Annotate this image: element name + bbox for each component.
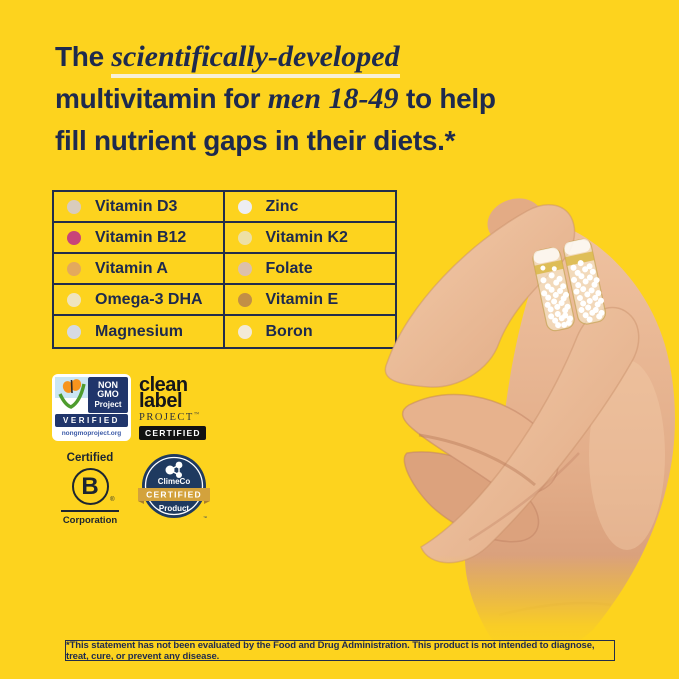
nutrient-label: Omega-3 DHA	[95, 290, 203, 308]
nutrient-cell: Vitamin K2	[224, 223, 395, 254]
headline-line1-italic: scientifically-developed	[111, 40, 400, 78]
capsule-icon	[532, 238, 607, 332]
headline-line-2: multivitamin for men 18-49 to help	[55, 78, 496, 120]
climeco-badge: ClimeCo CERTIFIED Product ™	[138, 454, 210, 520]
nutrient-dot	[67, 324, 81, 339]
nutrient-label: Folate	[265, 259, 313, 277]
clean-label-word2: label	[139, 390, 183, 412]
nutrient-label: Magnesium	[95, 322, 184, 340]
non-gmo-badge: NON GMO Project VERIFIED nongmoproject.o…	[52, 374, 131, 441]
headline-line-1: The scientifically-developed	[55, 36, 496, 78]
nutrient-cell: Folate	[224, 254, 395, 285]
climeco-tm: ™	[203, 515, 207, 520]
non-gmo-word3: Project	[94, 399, 122, 409]
nutrient-cell: Vitamin A	[54, 254, 225, 285]
nutrient-cell: Boron	[225, 316, 396, 347]
climeco-certified: CERTIFIED	[146, 490, 202, 500]
headline-line-3: fill nutrient gaps in their diets.*	[55, 125, 456, 156]
headline-line2-text: multivitamin for	[55, 83, 268, 114]
footer-disclaimer: *This statement has not been evaluated b…	[65, 640, 615, 662]
clean-label-badge: clean label PROJECT™ CERTIFIED	[139, 374, 213, 441]
headline-line2-italic: men 18-49	[267, 82, 399, 115]
b-corp-circle-icon: B ®	[71, 468, 115, 505]
nutrient-dot	[237, 230, 252, 245]
hand-illustration	[349, 198, 679, 650]
thumb	[420, 306, 640, 564]
nutrient-label: Vitamin E	[265, 290, 339, 308]
nutrient-table: Vitamin D3 Zinc Vitamin B12 Vitamin K2 V…	[52, 190, 397, 349]
nutrient-cell: Vitamin B12	[54, 223, 225, 254]
nutrient-dot	[237, 324, 252, 339]
nutrient-cell: Vitamin E	[224, 285, 395, 316]
non-gmo-verified-bar: VERIFIED	[55, 414, 128, 427]
nutrient-label: Zinc	[265, 197, 299, 215]
butterfly-grass-icon	[55, 377, 88, 413]
nutrient-dot	[237, 261, 252, 276]
nutrient-dot	[67, 292, 81, 307]
non-gmo-url: nongmoproject.org	[61, 430, 122, 437]
b-corp-certified-label: Certified	[66, 452, 114, 464]
clean-label-word1: clean	[139, 374, 188, 396]
non-gmo-word2: GMO	[97, 389, 119, 400]
clean-label-project: PROJECT™	[139, 412, 201, 423]
headline-line1-text: The	[55, 41, 112, 72]
nutrient-dot	[237, 292, 252, 307]
nutrient-label: Vitamin K2	[265, 228, 348, 246]
nutrient-dot	[67, 199, 81, 214]
climeco-product: Product	[159, 504, 190, 513]
nutrient-dot	[67, 261, 81, 276]
hand-holding-capsule-photo	[349, 185, 679, 650]
nutrient-label: Vitamin A	[95, 259, 168, 277]
climeco-brand: ClimeCo	[158, 477, 191, 486]
nutrient-cell: Zinc	[224, 192, 395, 223]
nutrient-label: Boron	[265, 322, 313, 340]
clean-label-certified-bar: CERTIFIED	[139, 426, 206, 440]
non-gmo-word1: NON	[98, 379, 118, 390]
headline: The scientifically-developed multivitami…	[55, 36, 496, 162]
nutrient-label: Vitamin D3	[95, 197, 178, 215]
nutrient-dot	[67, 230, 81, 245]
molecule-icon	[165, 461, 183, 478]
b-corp-corporation-label: Corporation	[62, 515, 118, 526]
nutrient-cell: Magnesium	[54, 316, 225, 347]
nutrient-label: Vitamin B12	[95, 228, 187, 246]
b-corp-divider	[61, 510, 119, 512]
nutrient-cell: Vitamin D3	[54, 192, 225, 223]
nutrient-cell: Omega-3 DHA	[54, 285, 225, 316]
nutrient-dot	[237, 199, 252, 214]
headline-line2-suffix: to help	[398, 83, 496, 114]
b-corp-badge: Certified B ® Corporation	[58, 452, 122, 526]
